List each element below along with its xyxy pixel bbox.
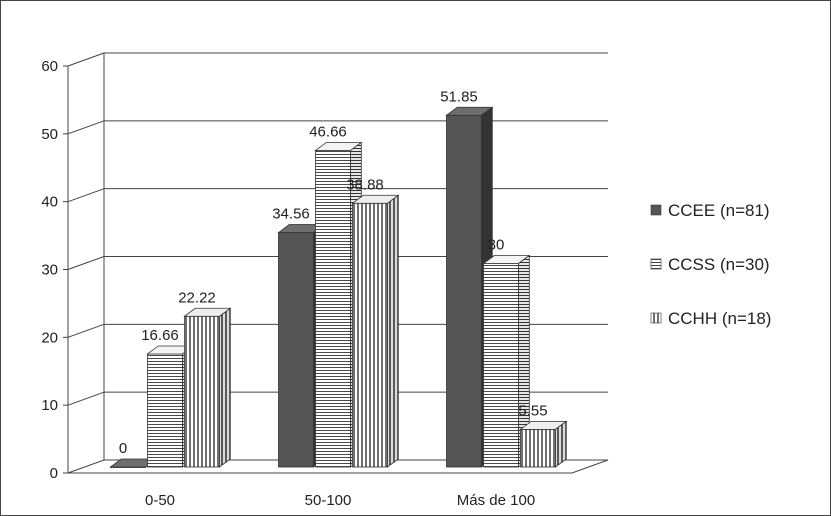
x-category-label: Más de 100 <box>457 492 535 509</box>
gridline-depth <box>67 256 105 270</box>
legend: CCEE (n=81) CCSS (n=30) CCHH (n=18) <box>650 201 771 328</box>
data-label: 38.88 <box>346 176 384 193</box>
data-label: 46.66 <box>309 123 347 140</box>
y-tick-label: 20 <box>41 329 58 346</box>
data-labels: 0 16.66 22.22 34.56 46.66 38.88 51.85 30 5.55 <box>119 88 548 457</box>
y-tick-label: 40 <box>41 194 58 211</box>
data-label: 34.56 <box>272 206 310 223</box>
legend-label: CCHH (n=18) <box>668 309 771 328</box>
legend-swatch <box>650 204 662 216</box>
data-label: 16.66 <box>141 327 179 344</box>
y-tick-label: 10 <box>41 397 58 414</box>
x-category-label: 0-50 <box>145 492 175 509</box>
x-axis-categories: 0-50 50-100 Más de 100 <box>145 492 535 509</box>
bar-front <box>147 353 183 468</box>
bar-side <box>219 307 231 468</box>
data-label: 22.22 <box>178 289 216 306</box>
data-label: 30 <box>488 237 505 254</box>
bar-front <box>184 315 220 468</box>
y-tick-label: 30 <box>41 262 58 279</box>
gridline-depth <box>67 188 105 203</box>
bar-side <box>387 194 399 468</box>
y-axis-ticks: 0 10 20 30 40 50 60 <box>41 58 68 482</box>
legend-swatch <box>650 258 662 270</box>
legend-label: CCSS (n=30) <box>668 255 770 274</box>
y-tick-label: 60 <box>41 58 58 75</box>
bars <box>109 106 568 468</box>
bar-front <box>315 150 351 468</box>
bar-front <box>352 202 388 468</box>
y-tick-label: 0 <box>50 465 58 482</box>
gridline-depth <box>67 323 105 338</box>
bar-front <box>520 428 556 468</box>
bar-front <box>278 232 314 468</box>
x-category-label: 50-100 <box>305 492 352 509</box>
gridline-depth <box>67 52 105 67</box>
legend-swatch <box>650 312 662 324</box>
data-label: 5.55 <box>518 402 547 419</box>
gridline-depth <box>67 391 105 406</box>
bar-front <box>446 114 482 468</box>
gridline-depth <box>67 120 105 135</box>
legend-label: CCEE (n=81) <box>668 201 770 220</box>
bar-front <box>483 263 519 468</box>
data-label: 51.85 <box>440 88 478 105</box>
y-tick-label: 50 <box>41 126 58 143</box>
data-label: 0 <box>119 440 127 457</box>
bar-side <box>555 420 567 468</box>
